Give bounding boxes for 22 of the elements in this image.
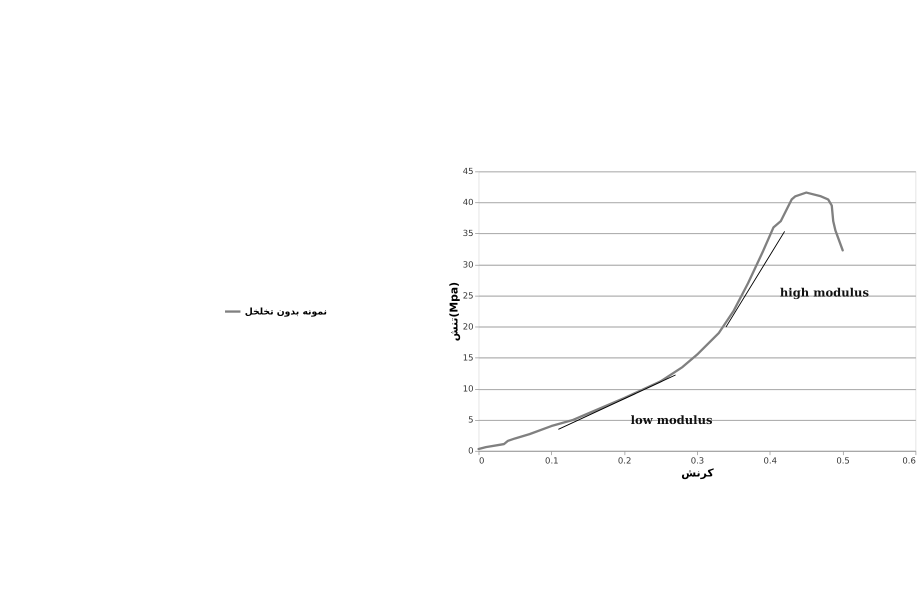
x-tick-label: 0 bbox=[478, 456, 484, 467]
y-tick-label: 10 bbox=[462, 384, 474, 394]
x-tick-label: 0.4 bbox=[764, 456, 778, 467]
legend-label: نمونه بدون تخلخل bbox=[244, 306, 328, 318]
y-tick-label: 40 bbox=[462, 198, 474, 208]
annotation: high modulus bbox=[780, 286, 870, 300]
y-tick-label: 25 bbox=[462, 291, 474, 302]
x-tick-label: 0.1 bbox=[545, 456, 559, 467]
y-tick-label: 20 bbox=[462, 322, 474, 332]
x-tick-label: 0.5 bbox=[836, 456, 850, 467]
annotation: low modulus bbox=[630, 412, 713, 427]
y-tick-label: 0 bbox=[468, 446, 474, 457]
x-axis-title: کرنش bbox=[681, 466, 714, 480]
x-tick-label: 0.2 bbox=[618, 456, 632, 467]
x-tick-label: 0.3 bbox=[690, 456, 704, 467]
y-axis-title: تنش(Mpa) bbox=[447, 282, 460, 342]
y-tick-label: 45 bbox=[462, 167, 474, 178]
y-tick-label: 15 bbox=[462, 353, 474, 364]
y-tick-label: 30 bbox=[462, 260, 474, 270]
y-tick-label: 35 bbox=[462, 229, 474, 240]
x-tick-label: 0.6 bbox=[902, 456, 916, 467]
y-tick-label: 5 bbox=[468, 416, 474, 426]
